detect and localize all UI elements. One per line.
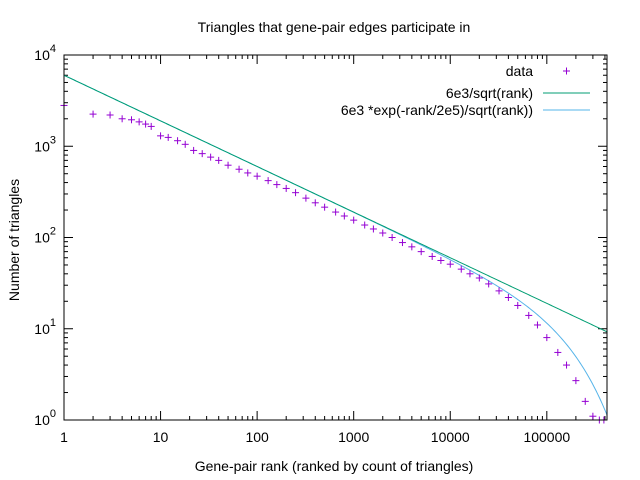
y-tick-exponent: 0	[50, 408, 56, 420]
data-point	[563, 361, 571, 369]
y-tick-base: 10	[34, 138, 50, 154]
data-point	[466, 270, 474, 278]
legend: data 6e3/sqrt(rank)6e3 *exp(-rank/2e5)/sq…	[341, 63, 590, 118]
y-tick-base: 10	[34, 47, 50, 63]
y-tick-label: 103	[34, 134, 56, 154]
legend-label: 6e3 *exp(-rank/2e5)/sqrt(rank))	[341, 102, 533, 118]
data-point	[369, 225, 377, 233]
y-axis-label: Number of triangles	[6, 179, 22, 301]
data-point	[554, 348, 562, 356]
data-point	[164, 133, 172, 141]
data-point	[417, 248, 425, 256]
data-point	[581, 397, 589, 405]
data-point	[89, 110, 97, 118]
y-tick-label: 104	[34, 43, 56, 63]
data-point	[398, 239, 406, 247]
data-point	[302, 194, 310, 202]
data-point	[244, 169, 252, 177]
data-point	[350, 216, 358, 224]
data-point	[174, 137, 182, 145]
data-point	[127, 116, 135, 124]
data-point	[446, 260, 454, 268]
data-point	[340, 212, 348, 220]
data-point	[215, 156, 223, 164]
data-point	[332, 208, 340, 216]
data-point	[292, 189, 300, 197]
data-point	[147, 122, 155, 130]
data-point	[235, 165, 243, 173]
data-point	[135, 118, 143, 126]
y-tick-base: 10	[34, 230, 50, 246]
x-tick-label: 10	[153, 429, 169, 445]
data-point	[361, 221, 369, 229]
x-tick-label: 1000	[338, 429, 369, 445]
y-tick-label: 102	[34, 226, 56, 246]
curve-power-law	[63, 74, 608, 333]
y-tick-exponent: 4	[50, 43, 56, 55]
data-point	[388, 234, 396, 241]
data-point	[504, 294, 512, 302]
data-point	[190, 146, 198, 154]
y-tick-label: 101	[34, 317, 56, 337]
data-point	[273, 181, 281, 189]
data-point	[253, 172, 261, 180]
y-tick-exponent: 3	[50, 134, 56, 146]
data-point	[437, 256, 445, 264]
y-tick-exponent: 1	[50, 317, 56, 329]
data-point	[533, 321, 541, 329]
data-point	[572, 377, 580, 385]
x-tick-label: 1	[60, 429, 68, 445]
x-tick-label: 100	[245, 429, 269, 445]
data-point	[157, 132, 165, 140]
y-tick-label: 100	[34, 408, 56, 428]
data-point	[311, 199, 319, 207]
data-point	[475, 274, 483, 282]
data-point	[514, 301, 522, 309]
y-tick-base: 10	[34, 321, 50, 337]
plot-frame	[63, 54, 608, 421]
y-tick-base: 10	[34, 412, 50, 428]
data-point	[142, 120, 150, 128]
legend-label: data	[506, 63, 533, 79]
data-point	[106, 111, 114, 119]
chart-title: Triangles that gene-pair edges participa…	[198, 19, 471, 35]
data-point	[485, 280, 493, 288]
data-point	[379, 229, 387, 237]
data-points	[60, 101, 608, 424]
data-point	[408, 243, 416, 251]
x-tick-label: 10000	[431, 429, 470, 445]
data-point	[428, 252, 436, 260]
data-point	[525, 311, 533, 319]
data-point	[589, 412, 597, 420]
data-point	[321, 203, 329, 211]
data-point	[543, 334, 551, 342]
y-tick-exponent: 2	[50, 226, 56, 238]
data-point	[207, 153, 215, 161]
data-point	[282, 184, 290, 192]
x-tick-label: 100000	[523, 429, 570, 445]
data-point	[198, 150, 206, 158]
x-axis-label: Gene-pair rank (ranked by count of trian…	[195, 458, 474, 474]
data-point	[264, 177, 272, 185]
data-point	[495, 287, 503, 295]
data-point	[181, 140, 189, 148]
fit-curves	[63, 74, 608, 416]
data-point	[457, 265, 465, 273]
data-point	[224, 161, 232, 169]
legend-label: 6e3/sqrt(rank)	[446, 85, 533, 101]
data-point	[118, 115, 126, 123]
